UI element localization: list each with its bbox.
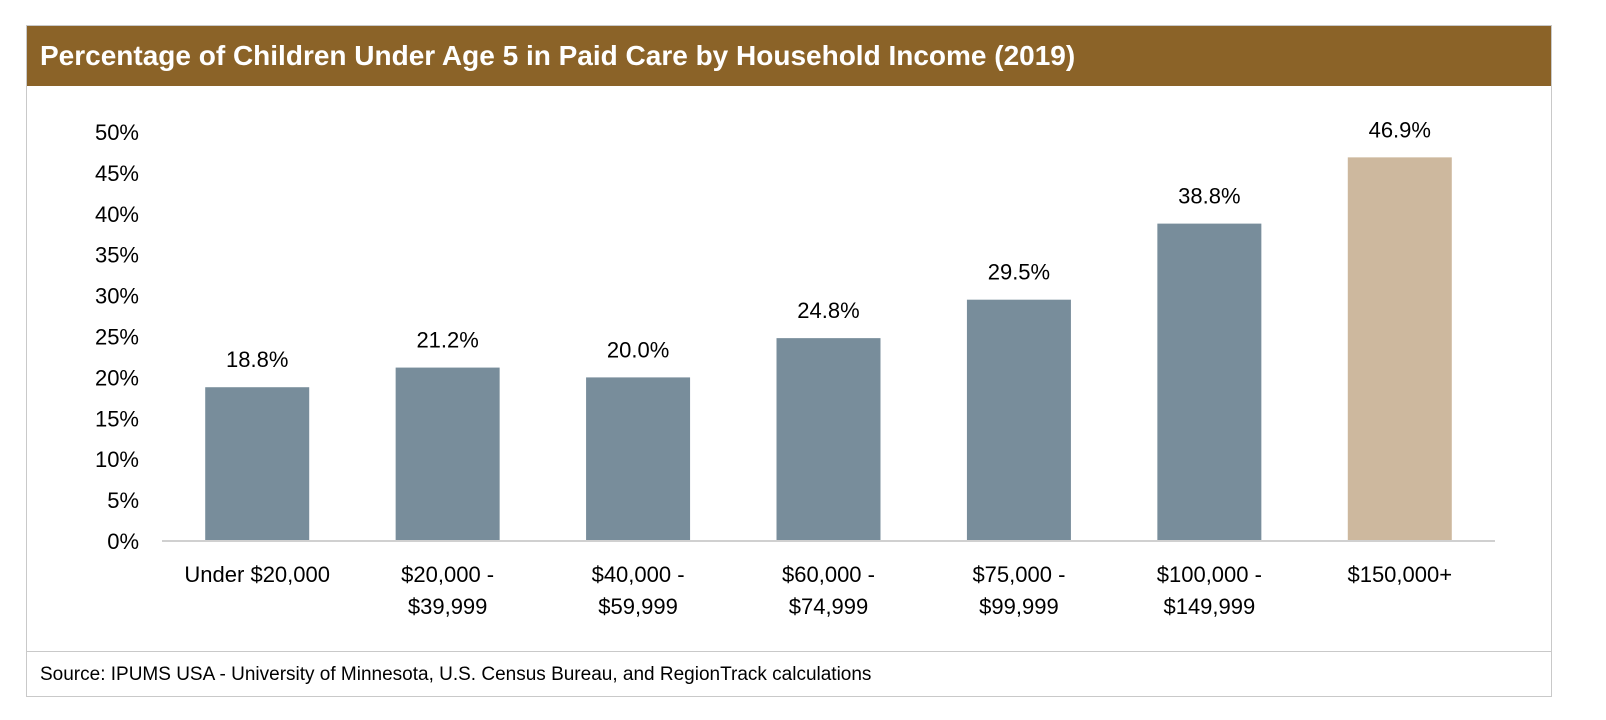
y-tick-label: 15%: [95, 406, 139, 431]
y-tick-label: 35%: [95, 243, 139, 268]
x-tick-label: $75,000 - $99,999: [972, 562, 1065, 619]
y-tick-label: 10%: [95, 447, 139, 472]
x-tick-label: $20,000 - $39,999: [401, 562, 494, 619]
data-label: 38.8%: [1178, 184, 1240, 209]
data-label: 46.9%: [1369, 117, 1431, 142]
source-bar: Source: IPUMS USA - University of Minnes…: [27, 651, 1551, 696]
y-tick-label: 50%: [95, 120, 139, 145]
y-tick-label: 25%: [95, 325, 139, 350]
bar: [1157, 223, 1262, 541]
x-tick-label-line: $74,999: [789, 594, 869, 619]
x-tick-label-line: $40,000 -: [592, 562, 685, 587]
y-tick-label: 40%: [95, 202, 139, 227]
x-tick-label-line: $39,999: [408, 594, 488, 619]
y-tick-label: 5%: [107, 488, 139, 513]
x-tick-label-line: Under $20,000: [184, 562, 330, 587]
bar: [776, 338, 881, 541]
data-label: 20.0%: [607, 337, 669, 362]
chart-title: Percentage of Children Under Age 5 in Pa…: [40, 40, 1076, 71]
y-tick-label: 45%: [95, 161, 139, 186]
data-label: 21.2%: [416, 328, 478, 353]
bar: [966, 299, 1071, 541]
title-bar: Percentage of Children Under Age 5 in Pa…: [27, 26, 1551, 86]
y-tick-label: 30%: [95, 284, 139, 309]
data-label: 29.5%: [988, 260, 1050, 285]
bar: [205, 387, 310, 541]
x-tick-label: $150,000+: [1347, 562, 1452, 587]
x-tick-label: Under $20,000: [184, 562, 330, 587]
bar: [1347, 157, 1452, 541]
y-tick-label: 0%: [107, 529, 139, 554]
data-label: 24.8%: [797, 298, 859, 323]
chart-frame: Percentage of Children Under Age 5 in Pa…: [26, 25, 1552, 697]
x-tick-label: $100,000 - $149,999: [1157, 562, 1262, 619]
bar: [586, 377, 691, 541]
y-tick-label: 20%: [95, 365, 139, 390]
data-label: 18.8%: [226, 347, 288, 372]
x-tick-label-line: $100,000 -: [1157, 562, 1262, 587]
x-tick-label: $60,000 - $74,999: [782, 562, 875, 619]
x-tick-label-line: $60,000 -: [782, 562, 875, 587]
x-tick-label-line: $20,000 -: [401, 562, 494, 587]
x-tick-label-line: $149,999: [1163, 594, 1255, 619]
x-tick-label-line: $75,000 -: [972, 562, 1065, 587]
source-note: Source: IPUMS USA - University of Minnes…: [40, 664, 872, 685]
x-tick-label-line: $59,999: [598, 594, 678, 619]
bar: [395, 367, 500, 541]
x-tick-label-line: $99,999: [979, 594, 1059, 619]
x-tick-label-line: $150,000+: [1347, 562, 1452, 587]
x-tick-label: $40,000 - $59,999: [592, 562, 685, 619]
